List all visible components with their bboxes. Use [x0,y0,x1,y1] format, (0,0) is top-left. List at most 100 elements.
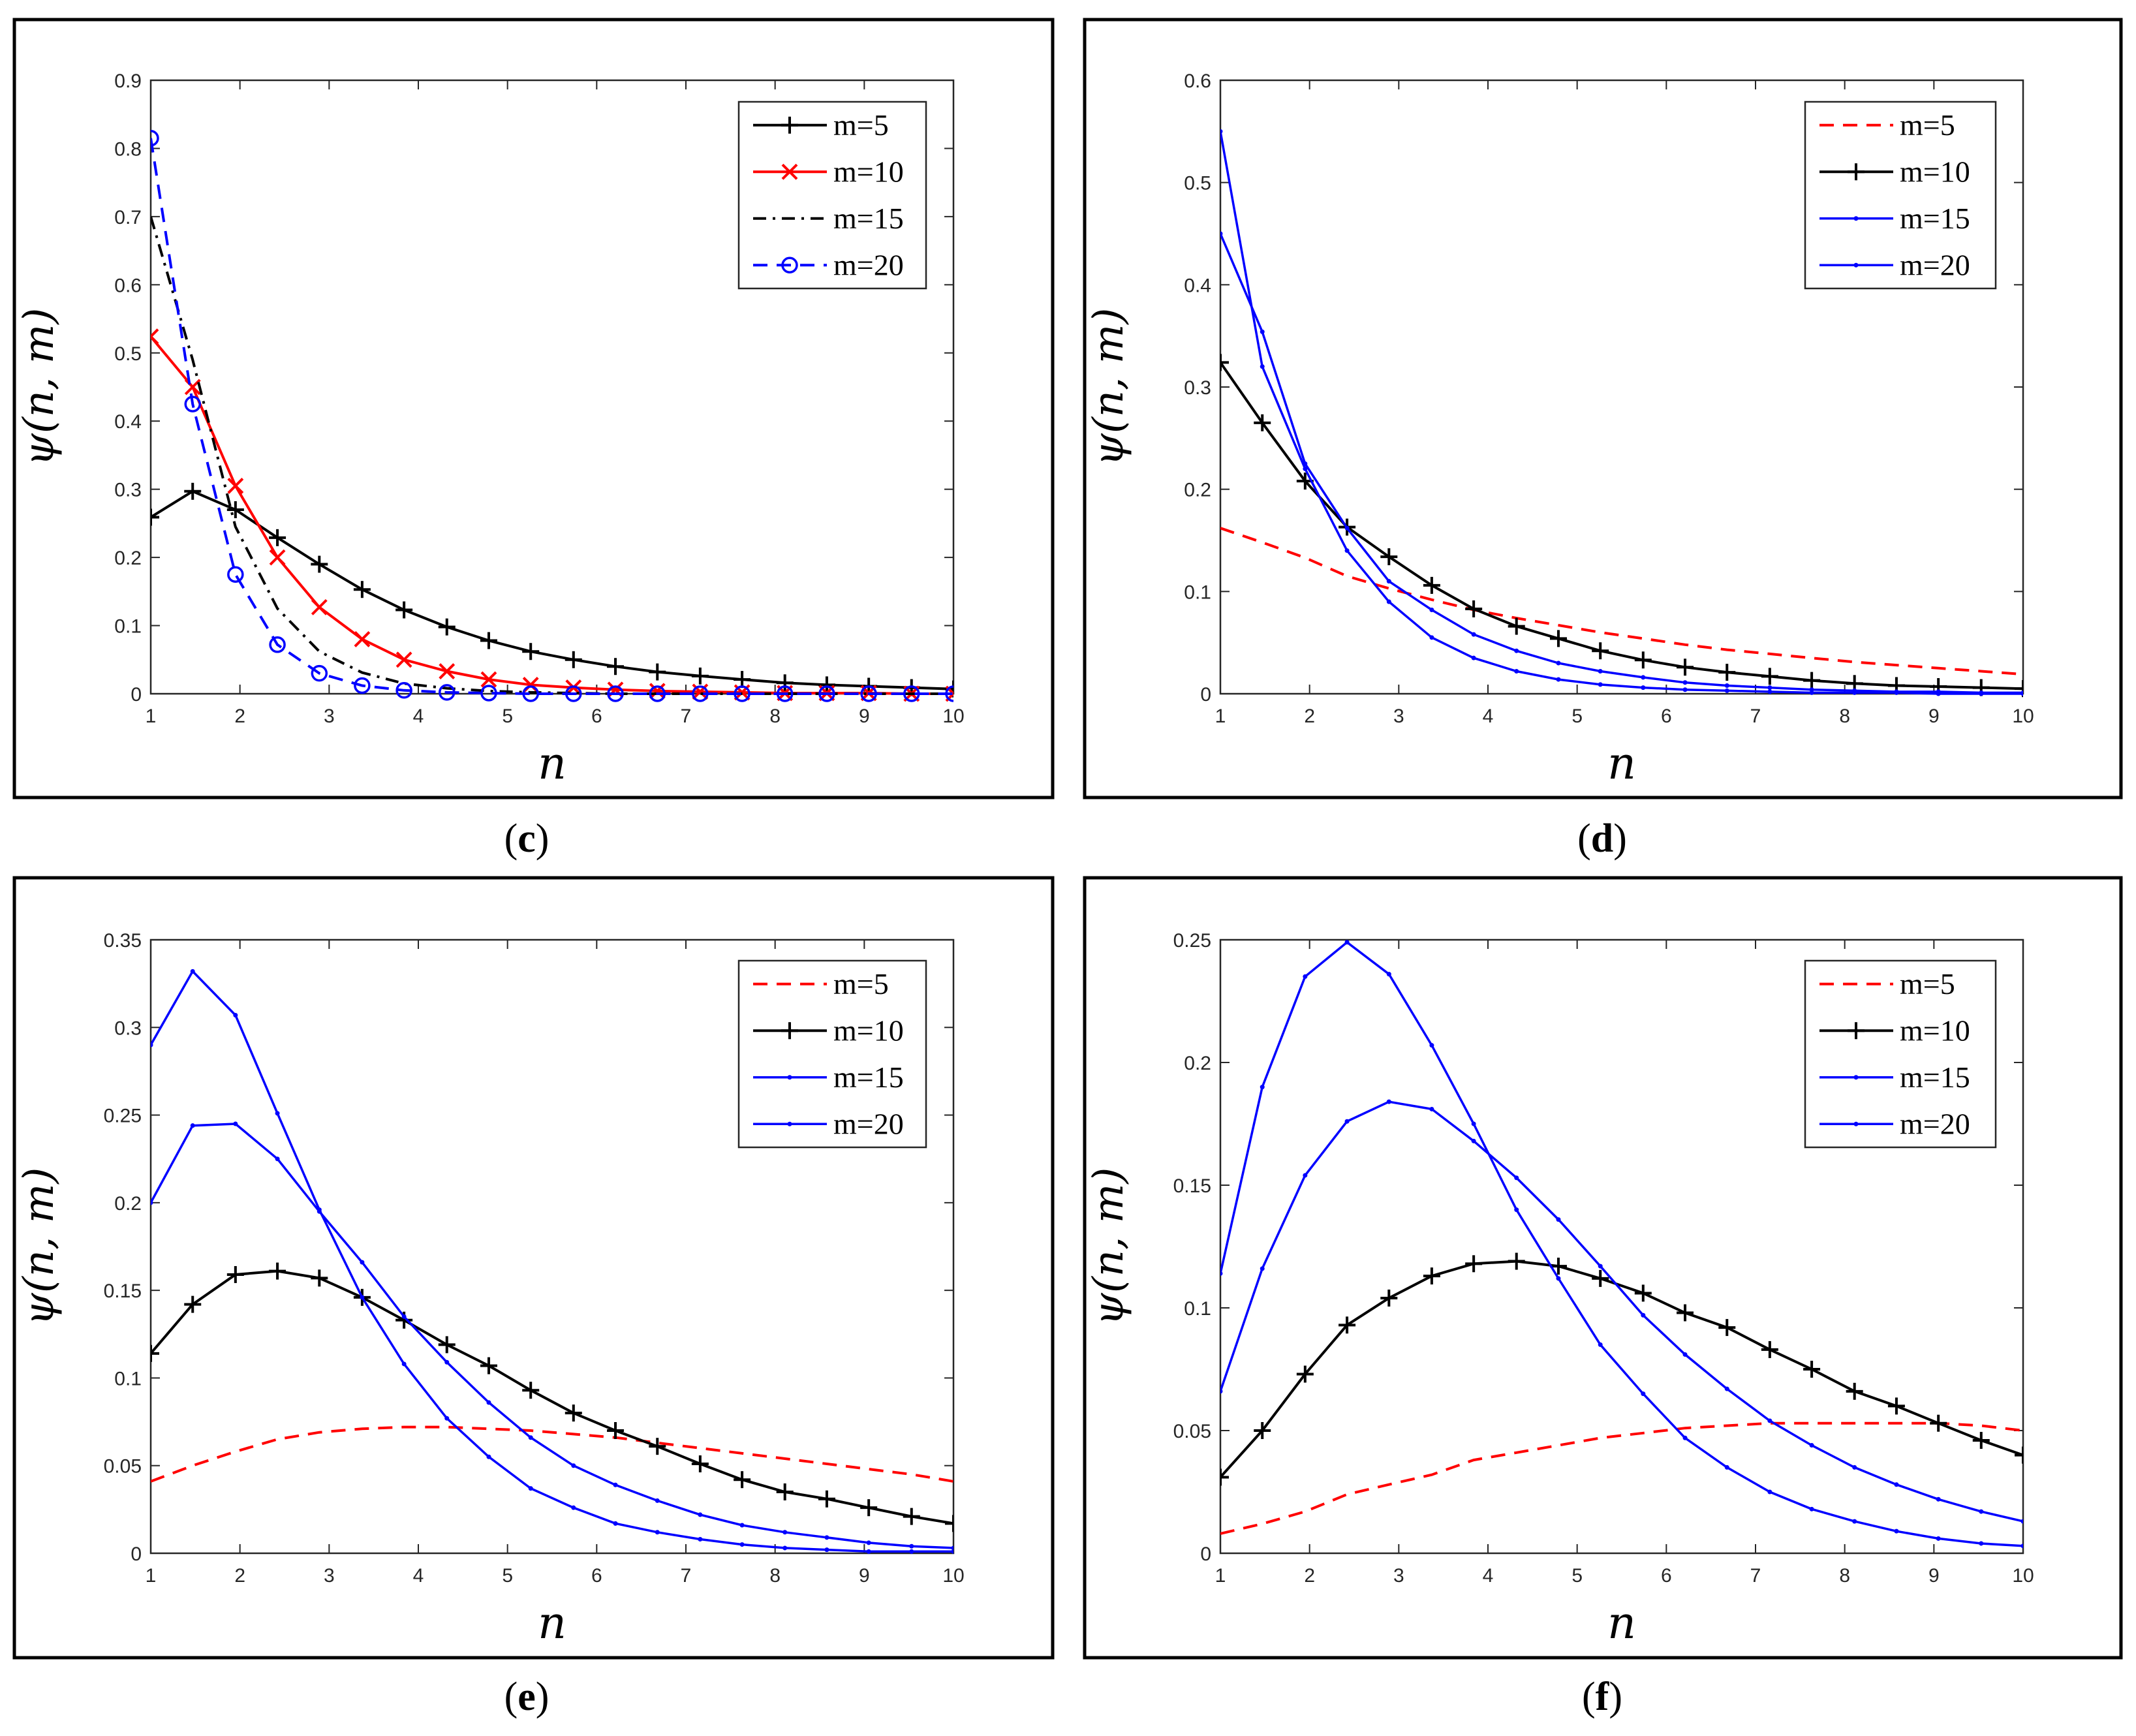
x-tick-label: 6 [591,1565,602,1587]
x-tick-label: 9 [1928,1565,1940,1587]
series-m10-marker [1423,1267,1440,1285]
legend: m=5 m=10 m=15 m=20 [737,101,927,290]
series-m20-marker [1724,688,1729,693]
series-m5-line [1220,1421,2023,1535]
series-m20-marker [480,685,497,702]
series-m15-marker [1598,1263,1603,1269]
legend-label: m=10 [833,1014,904,1047]
series-m10-marker [649,683,666,700]
series-m15-marker [360,1260,365,1265]
series-m15-marker [1471,632,1476,637]
legend-item: m=5 [753,108,889,142]
series-m15-marker [1852,1465,1857,1470]
x-tick-label: 3 [1393,1565,1404,1587]
series-m10-marker [1887,1397,1905,1415]
legend-item: m=5 [753,967,889,1000]
series-m5-line [151,1425,953,1483]
y-tick-label: 0.2 [1184,480,1211,501]
panel-border [1083,18,2123,799]
series-m10-marker [776,1483,794,1500]
series-m10-marker [818,1490,835,1508]
series-m10-marker [226,1265,244,1283]
series-m10-marker [2015,680,2023,698]
y-tick-label: 0.1 [1184,1298,1211,1320]
series-m20-marker [1260,364,1265,369]
x-tick-label: 8 [1839,1565,1850,1587]
series-m10-marker [311,1269,328,1287]
y-tick-label: 0.8 [114,138,142,160]
series-m20-marker [1471,655,1476,660]
legend-label: m=20 [833,248,904,281]
panel-caption: (f) [1582,1675,1622,1719]
series-m10-marker [565,1404,582,1422]
series-m15-marker [1556,1217,1561,1222]
series-m15-marker [1598,669,1603,674]
series-m20-marker [1556,1276,1561,1281]
x-tick-label: 5 [502,1565,513,1587]
series-m20-marker [945,685,953,702]
series-m20-marker [1514,669,1519,674]
series-m10-marker [1634,651,1652,669]
y-tick-label: 0.2 [114,1193,142,1215]
series-m15-marker [1260,1266,1265,1271]
series-m20-marker [909,1549,914,1554]
y-tick-label: 0.2 [1184,1053,1211,1074]
series-m20-marker [227,566,244,583]
legend-label: m=15 [833,202,904,235]
legend-label: m=10 [1900,1014,1970,1047]
series-m20-marker [655,1530,660,1535]
series-m10-marker [691,1455,709,1473]
series-m10 [1220,1252,2023,1486]
series-m20-marker [1641,1391,1646,1397]
y-tick-label: 0.4 [1184,275,1211,296]
x-tick-label: 6 [1661,1565,1672,1587]
x-tick-label: 2 [1304,705,1315,727]
legend-item: m=5 [1819,108,1955,142]
series-m5-marker [151,508,159,526]
series-m20-marker [1809,1506,1814,1511]
series-m15-marker [233,1121,238,1126]
series-m20-marker [776,685,794,702]
x-tick-label: 7 [1750,705,1761,727]
legend-label: m=5 [1900,967,1955,1000]
series-m20-marker [1724,1465,1729,1470]
series-m10-marker [1803,1361,1821,1378]
chart-panel-c: 1 2 3 4 5 6 7 8 9 10 0 0.1 0.2 0.3 0.4 0.5 0.6 0.7 0.8 0.9 n… [12,18,1055,861]
legend-item: m=15 [753,1061,904,1094]
x-tick-label: 1 [146,705,157,727]
y-tick-label: 0.25 [1173,930,1211,952]
series-m10-marker [1380,548,1398,566]
series-m5-marker [522,643,540,660]
series-m20-marker [734,685,751,702]
series-m15-marker [613,1482,618,1487]
y-tick-label: 0.3 [114,480,142,501]
y-axis-label: ψ(n, m) [15,308,63,467]
x-tick-label: 7 [1750,1565,1761,1587]
series-m10-marker [649,1438,666,1455]
series-m15-marker [2020,1519,2023,1524]
y-tick-label: 0.05 [104,1456,142,1478]
x-tick-label: 2 [1304,1565,1315,1587]
series-m15-marker [1386,579,1391,584]
series-m15-marker [1724,1386,1729,1391]
series-m10-marker [1592,642,1609,660]
series-m20-marker [1767,1489,1772,1495]
series-m5-marker [184,482,202,500]
y-tick-label: 0.35 [104,930,142,952]
series-m15-marker [190,1123,195,1128]
series-m15-marker [444,1359,450,1365]
legend-item: m=15 [753,202,904,235]
series-m5 [1220,527,2023,676]
y-tick-label: 0.05 [1173,1421,1211,1442]
legend-box [737,959,927,1149]
series-m15-marker [866,1540,871,1545]
series-m15-marker [1429,608,1434,613]
series-m15-marker [1429,1106,1434,1111]
x-tick-label: 1 [1215,705,1226,727]
series-m15-marker [1556,660,1561,666]
legend-box [1804,959,1997,1149]
x-tick-label: 10 [2012,705,2034,727]
panel-border [1083,876,2123,1660]
series-m20-marker [866,1549,871,1554]
series-m5-marker [776,674,794,692]
